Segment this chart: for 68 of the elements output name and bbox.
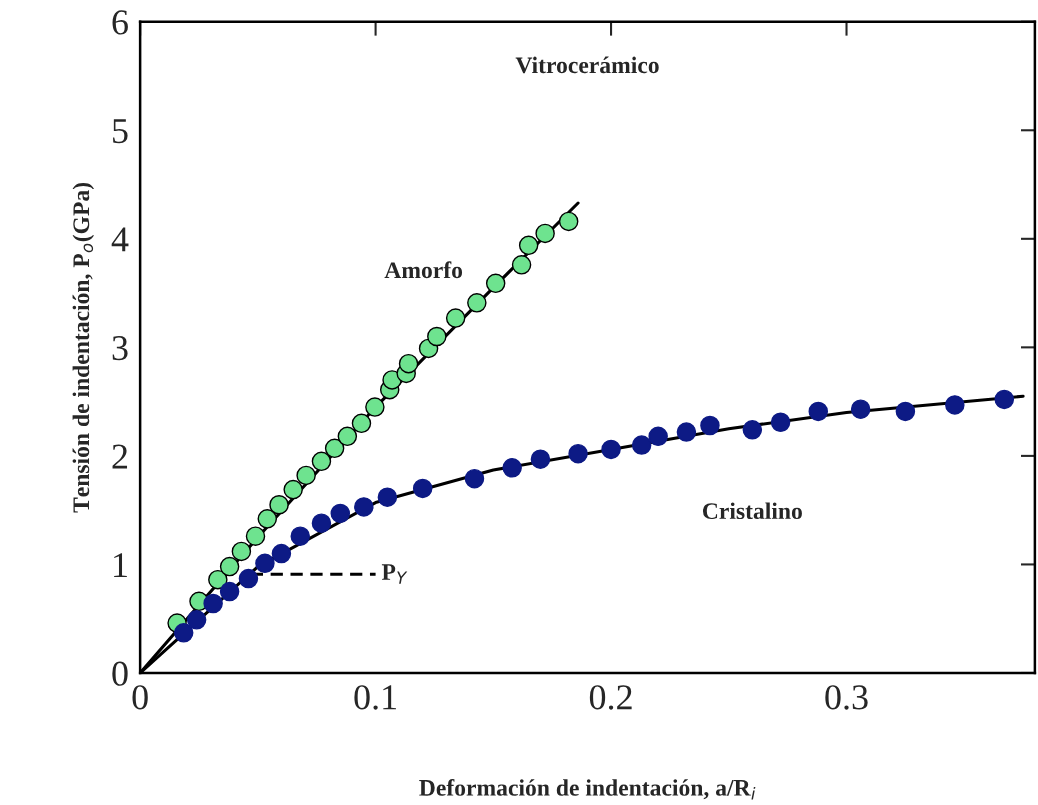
point [994, 389, 1015, 410]
point [558, 211, 579, 232]
point [186, 610, 207, 630]
point [173, 623, 194, 643]
point [518, 235, 539, 256]
point [365, 397, 385, 417]
point [257, 509, 278, 529]
x-tick-label: 0 [132, 685, 148, 710]
point [311, 451, 332, 472]
point [337, 426, 358, 447]
point [485, 273, 506, 294]
point [354, 497, 374, 517]
point [245, 526, 266, 546]
point [700, 415, 720, 436]
text: Cristalino [702, 502, 802, 520]
point [427, 326, 447, 347]
point [290, 526, 310, 546]
point [511, 255, 532, 275]
series-label: Amorfo [384, 261, 463, 279]
y-tick-label: 5 [113, 119, 128, 144]
point [445, 308, 466, 328]
point [676, 422, 697, 442]
point [535, 223, 555, 244]
point [324, 438, 345, 459]
point [945, 395, 965, 415]
y-tick-label: 1 [114, 553, 127, 577]
point [467, 293, 487, 313]
point [464, 468, 485, 489]
y-tick-label: 6 [112, 10, 128, 35]
point [330, 503, 351, 524]
point [895, 401, 916, 422]
x-axis-title: Deformación de indentación, a/R$_{i}$ [419, 778, 756, 800]
point [255, 553, 275, 574]
point [398, 353, 419, 374]
x-tick-label: 0.1 [354, 685, 396, 710]
annotation: P$_{Y}$ [381, 564, 408, 584]
annotation: Vitrocerámico [515, 56, 659, 74]
x-tick-label: 0.2 [589, 685, 632, 710]
point [208, 569, 228, 590]
point [269, 494, 289, 515]
y-tick-label: 0 [112, 661, 128, 686]
point [631, 435, 652, 455]
point [742, 420, 763, 440]
point [219, 581, 240, 602]
point [412, 478, 433, 499]
point [238, 568, 259, 589]
point [850, 399, 871, 419]
y-axis-title: Tensión de indentación, P$_{o}$(GPa) [72, 182, 95, 513]
point [219, 556, 240, 577]
point [296, 465, 316, 486]
x-tick-label: 0.3 [825, 685, 868, 710]
point [648, 426, 668, 447]
point [311, 513, 332, 533]
point [808, 401, 829, 422]
point [271, 543, 292, 564]
point [770, 412, 791, 432]
point [351, 413, 372, 434]
point [601, 439, 621, 460]
point [502, 458, 522, 478]
y-tick-label: 2 [112, 444, 128, 469]
point [283, 479, 303, 500]
point [231, 541, 252, 562]
point [203, 593, 223, 614]
point [568, 443, 588, 464]
point [530, 449, 551, 469]
point [377, 487, 398, 507]
y-tick-label: 3 [112, 335, 128, 361]
y-tick-label: 4 [111, 227, 129, 252]
